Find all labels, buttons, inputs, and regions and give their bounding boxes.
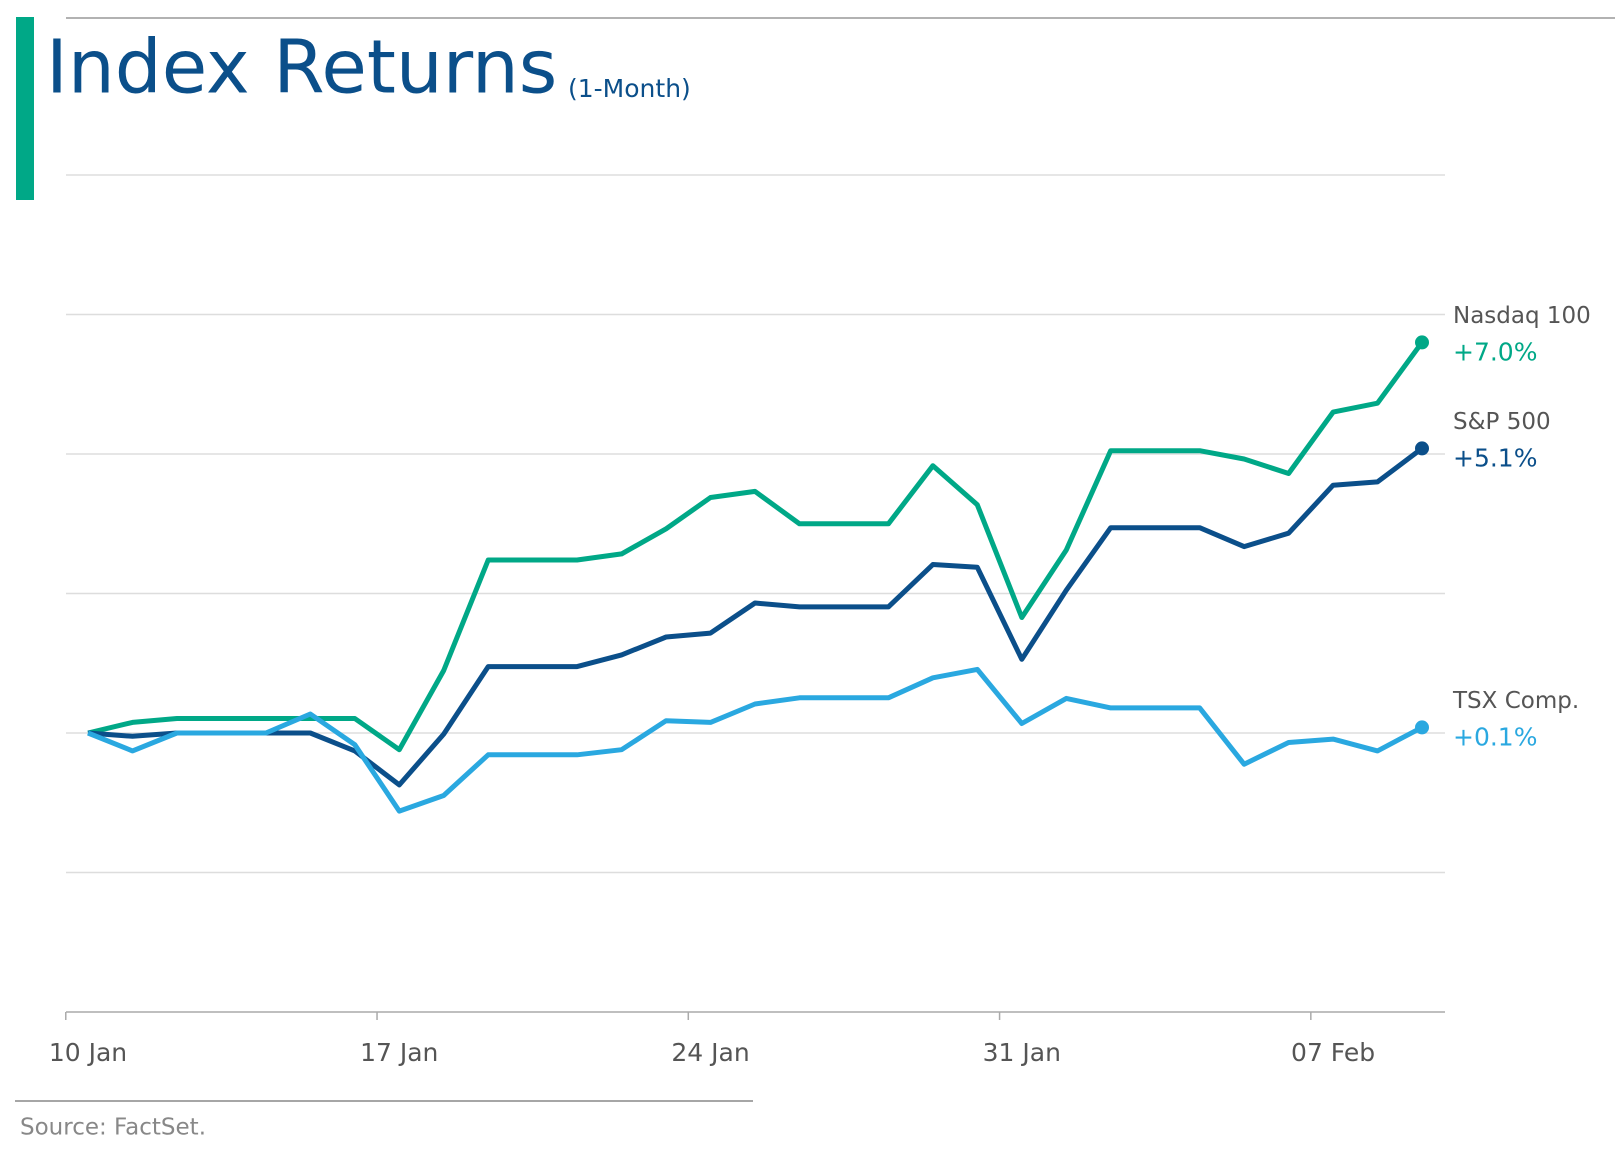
line (87, 340, 1425, 753)
end-value-label: +0.1% (1453, 722, 1537, 751)
title-accent (16, 17, 34, 200)
legend-label: Nasdaq 100 (1453, 303, 1591, 329)
chart-subtitle: (1-Month) (568, 74, 691, 103)
line (87, 446, 1424, 788)
x-tick-label: 07 Feb (1291, 1038, 1375, 1067)
legend-label: S&P 500 (1453, 409, 1551, 435)
chart-title: Index Returns (46, 25, 557, 111)
legend-label: TSX Comp. (1452, 688, 1579, 714)
line (87, 666, 1424, 814)
end-marker (1415, 720, 1429, 735)
x-tick-label: 10 Jan (49, 1038, 127, 1067)
end-value-label: +5.1% (1453, 443, 1537, 472)
x-tick-label: 31 Jan (983, 1038, 1061, 1067)
source: Source: FactSet. (20, 1115, 206, 1141)
end-marker (1415, 335, 1429, 350)
end-marker (1415, 441, 1429, 456)
end-value-label: +7.0% (1453, 337, 1537, 366)
x-tick-label: 24 Jan (671, 1038, 749, 1067)
x-tick-label: 17 Jan (360, 1038, 438, 1067)
